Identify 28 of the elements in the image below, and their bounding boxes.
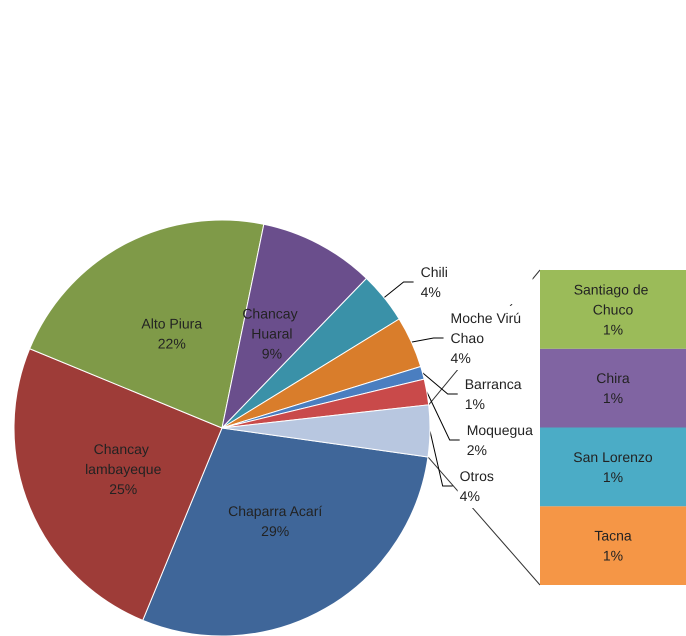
bar [540,270,686,349]
bar [540,428,686,506]
data-label: 1% [602,321,624,338]
slice-label: Chancay lambayeque [85,441,162,478]
series-label: Santiago de Chuco [574,281,652,318]
series-label: Tacna [594,528,632,544]
series-label: Chira [596,370,630,386]
data-label: 22% [158,336,186,352]
bar [540,506,686,585]
data-label: 4% [450,350,471,366]
slice-label: Moquegua [466,422,534,438]
data-label: 29% [261,522,290,539]
slice-label: Chaparra Acarí [228,502,322,519]
data-label: 4% [420,284,441,300]
data-label: 25% [109,481,138,498]
slice-label: Alto Piura [141,316,202,332]
data-label: 1% [602,468,624,485]
data-label: 4% [460,488,480,504]
data-label: 1% [602,390,624,406]
data-label: 1% [602,548,624,564]
series-label: San Lorenzo [573,448,653,465]
data-label: 2% [466,442,487,458]
slice-label: Moche Virú Chao [450,310,525,346]
data-label: 9% [262,345,282,362]
slice-label: Otros [460,468,494,484]
data-label: 1% [464,396,485,412]
slice-label: Barranca [464,376,522,392]
slice-label: Chili [420,264,448,280]
